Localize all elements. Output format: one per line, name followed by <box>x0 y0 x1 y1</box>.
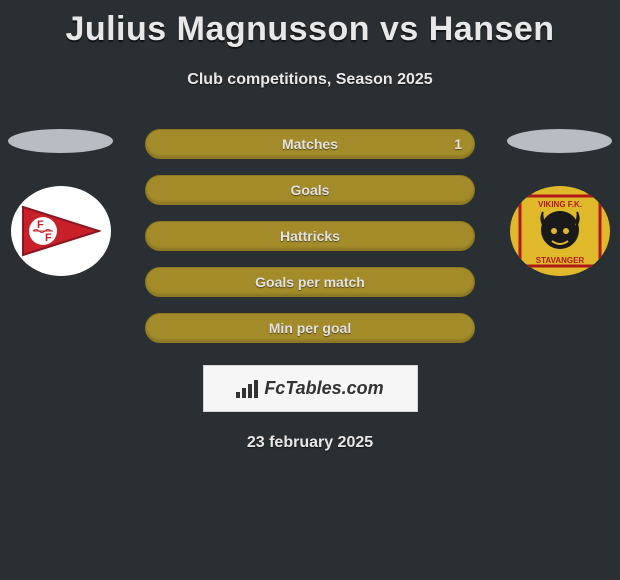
player-left-club-badge: F F <box>11 186 111 276</box>
subtitle: Club competitions, Season 2025 <box>0 71 620 89</box>
badge-text-bottom: STAVANGER <box>535 256 584 265</box>
fctables-logo[interactable]: FcTables.com <box>203 365 418 412</box>
stat-bar-hattricks: Hattricks <box>145 221 475 251</box>
stat-bar-goals: Goals <box>145 175 475 205</box>
stat-label: Goals per match <box>255 274 365 290</box>
stat-label: Hattricks <box>280 228 340 244</box>
viking-badge-icon: VIKING F.K. STAVANGER <box>517 193 603 269</box>
stat-bars: Matches 1 Goals Hattricks Goals per matc… <box>145 129 475 343</box>
svg-text:F: F <box>37 219 44 231</box>
comparison-date: 23 february 2025 <box>0 434 620 452</box>
badge-text-top: VIKING F.K. <box>537 200 581 209</box>
stat-label: Min per goal <box>269 320 351 336</box>
stat-bar-matches: Matches 1 <box>145 129 475 159</box>
svg-text:F: F <box>45 232 52 244</box>
stat-right-value: 1 <box>454 136 462 152</box>
stat-label: Matches <box>282 136 338 152</box>
player-left-column: F F <box>8 129 113 276</box>
player-right-club-badge: VIKING F.K. STAVANGER <box>510 186 610 276</box>
stat-bar-min-per-goal: Min per goal <box>145 313 475 343</box>
stat-bar-goals-per-match: Goals per match <box>145 267 475 297</box>
player-right-column: VIKING F.K. STAVANGER <box>507 129 612 276</box>
page-title: Julius Magnusson vs Hansen <box>0 0 620 49</box>
player-right-photo-placeholder <box>507 129 612 153</box>
fredrikstad-badge-icon: F F <box>21 201 101 261</box>
logo-text: FcTables.com <box>264 378 383 399</box>
player-left-photo-placeholder <box>8 129 113 153</box>
bar-chart-icon <box>236 380 260 398</box>
comparison-panel: F F VIKING F.K. STAVANGER Matches <box>0 129 620 452</box>
stat-label: Goals <box>291 182 330 198</box>
